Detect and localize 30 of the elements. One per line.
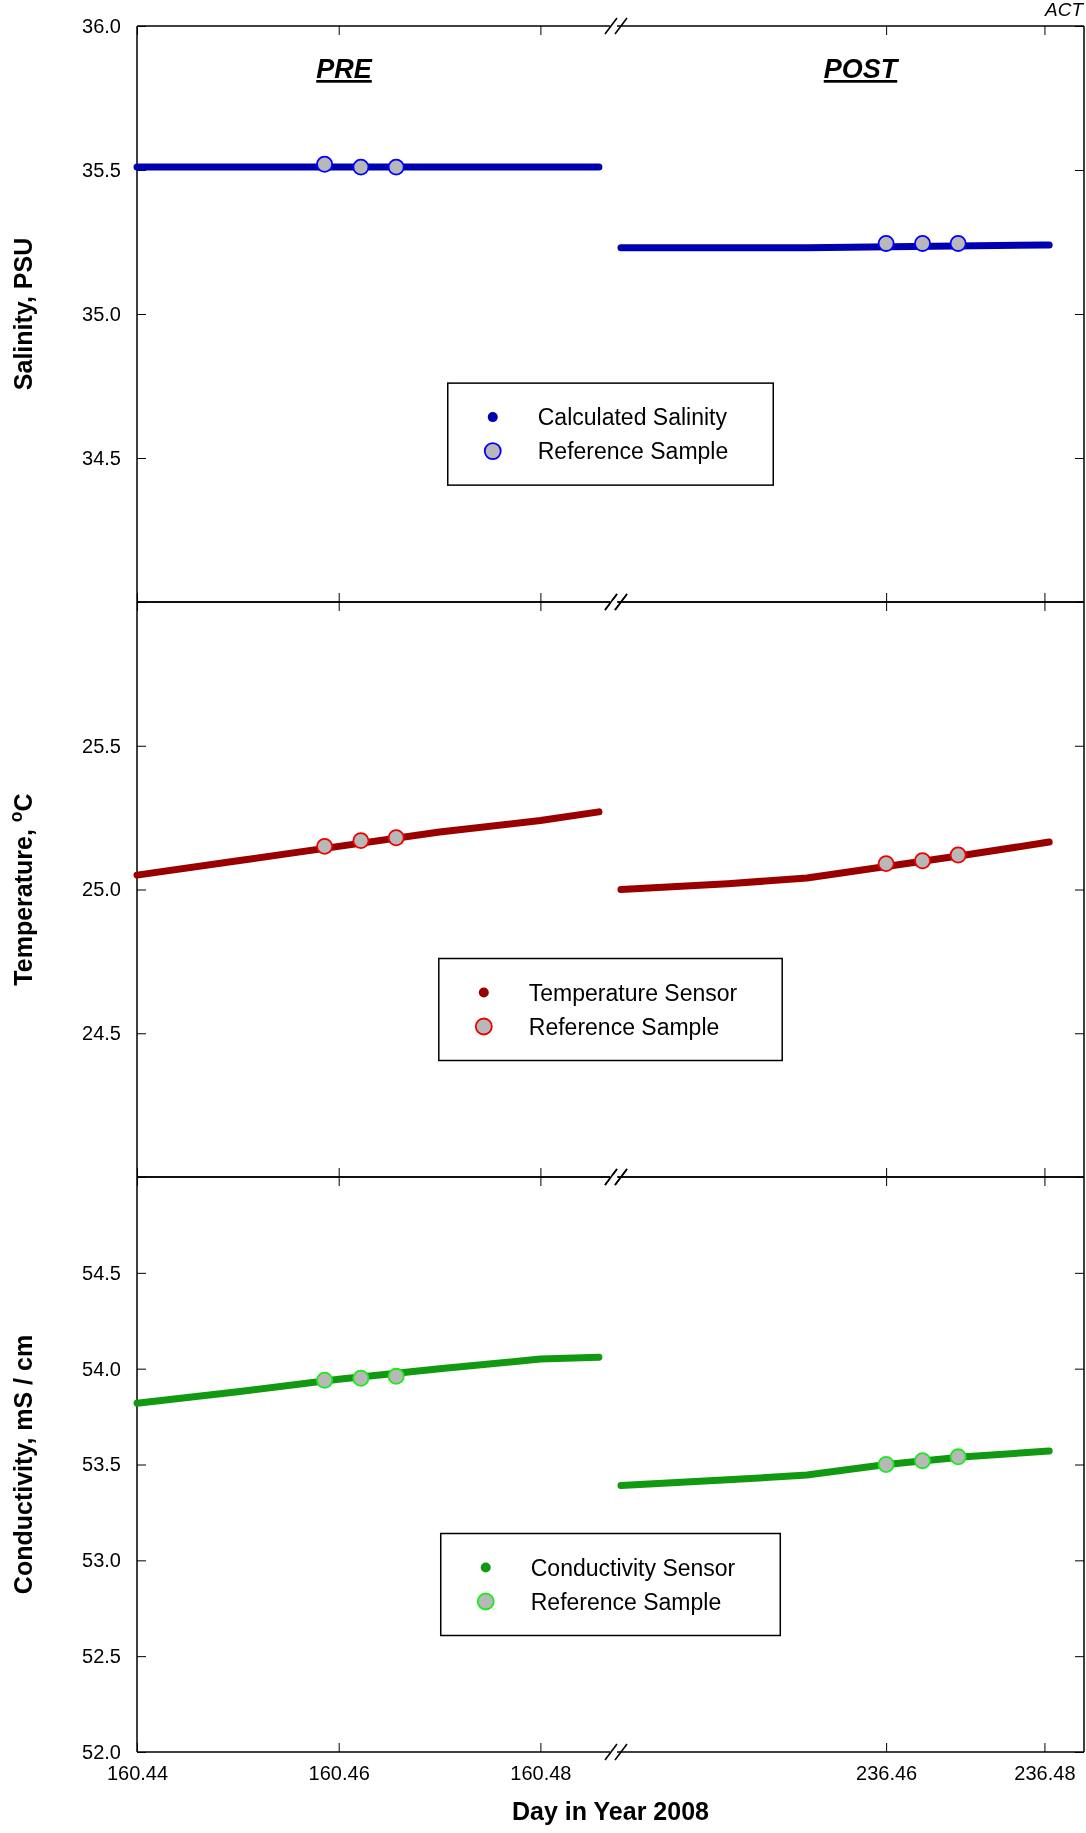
y-tick-label: 36.0 — [82, 14, 121, 37]
y-axis-title: Salinity, PSU — [9, 237, 37, 391]
legend-label: Conductivity Sensor — [530, 1554, 736, 1581]
legend-label: Calculated Salinity — [537, 404, 728, 431]
x-axis-title: Day in Year 2008 — [512, 1797, 710, 1825]
y-tick-label: 54.5 — [82, 1261, 121, 1284]
x-tick-label: 236.48 — [1014, 1762, 1076, 1785]
text: PRE — [316, 54, 373, 84]
y-axis-title: Conductivity, mS / cm — [9, 1334, 37, 1595]
y-tick-label: 53.0 — [82, 1549, 121, 1572]
y-tick-label: 54.0 — [82, 1357, 121, 1380]
y-tick-label: 35.5 — [82, 158, 121, 181]
legend-label: Reference Sample — [537, 438, 729, 465]
legend-label: Reference Sample — [530, 1588, 722, 1615]
legend-label: Temperature Sensor — [528, 979, 738, 1006]
y-tick-label: 53.5 — [82, 1453, 121, 1476]
y-tick-label: 35.0 — [82, 302, 121, 325]
x-tick-label: 160.44 — [106, 1762, 169, 1785]
y-tick-label: 34.5 — [82, 446, 121, 469]
y-tick-label: 24.5 — [82, 1022, 121, 1045]
y-tick-label: 52.5 — [82, 1645, 121, 1668]
y-tick-label: 25.5 — [82, 734, 121, 757]
y-tick-label: 52.0 — [82, 1740, 121, 1763]
text: POST — [823, 54, 900, 84]
x-tick-label: 236.46 — [856, 1762, 918, 1785]
legend-label: Reference Sample — [528, 1013, 720, 1040]
x-tick-label: 160.48 — [510, 1762, 572, 1785]
x-tick-label: 160.46 — [308, 1762, 370, 1785]
y-tick-label: 25.0 — [82, 878, 121, 901]
text: ACT — [1044, 0, 1085, 20]
